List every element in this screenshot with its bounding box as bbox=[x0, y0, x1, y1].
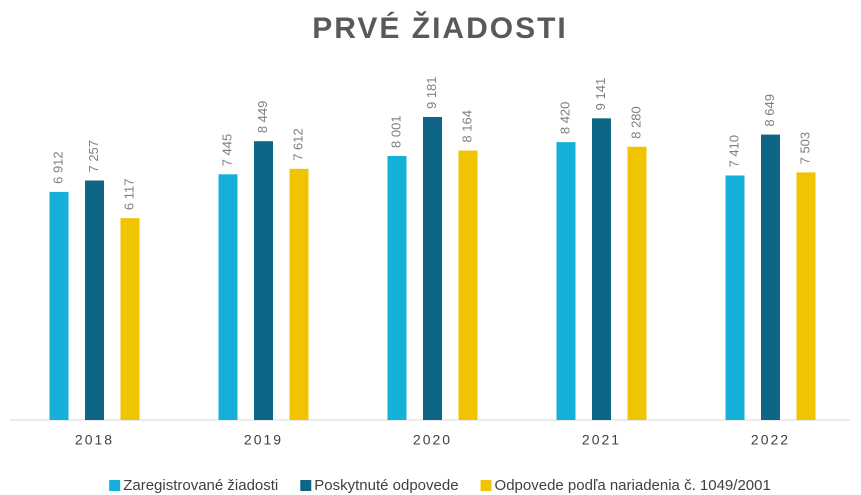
bar bbox=[458, 150, 478, 420]
value-label: 9 181 bbox=[424, 76, 439, 109]
x-tick-label: 2021 bbox=[582, 432, 621, 448]
bar bbox=[627, 146, 647, 420]
x-tick-label: 2020 bbox=[413, 432, 452, 448]
bar bbox=[725, 175, 745, 420]
legend-swatch bbox=[480, 480, 492, 491]
bar bbox=[289, 168, 309, 420]
bar bbox=[556, 142, 576, 420]
bar bbox=[761, 134, 780, 420]
legend-swatch bbox=[109, 480, 121, 491]
legend-swatch bbox=[300, 480, 312, 491]
x-tick-label: 2022 bbox=[751, 432, 790, 448]
value-label: 6 117 bbox=[121, 179, 136, 211]
value-label: 7 612 bbox=[290, 128, 305, 161]
x-tick-label: 2018 bbox=[75, 432, 114, 448]
value-label: 7 445 bbox=[219, 134, 234, 167]
bar bbox=[85, 180, 104, 420]
bar bbox=[592, 118, 611, 421]
bar bbox=[49, 191, 69, 420]
chart-title: PRVÉ ŽIADOSTI bbox=[312, 11, 567, 45]
value-label: 7 410 bbox=[726, 135, 741, 168]
value-label: 8 449 bbox=[255, 101, 270, 134]
value-label: 7 257 bbox=[86, 140, 101, 173]
bar bbox=[254, 141, 273, 421]
legend-label: Poskytnuté odpovede bbox=[314, 477, 458, 494]
bar bbox=[218, 174, 238, 420]
value-label: 8 001 bbox=[388, 115, 403, 148]
value-label: 8 649 bbox=[762, 94, 777, 127]
bar bbox=[387, 155, 407, 421]
value-label: 7 503 bbox=[797, 132, 812, 165]
bar bbox=[120, 218, 140, 420]
x-tick-label: 2019 bbox=[244, 432, 283, 448]
value-label: 6 912 bbox=[50, 151, 65, 184]
bar bbox=[423, 117, 442, 420]
legend-label: Odpovede podľa nariadenia č. 1049/2001 bbox=[495, 477, 771, 494]
value-label: 8 164 bbox=[459, 110, 474, 143]
legend-label: Zaregistrované žiadosti bbox=[123, 477, 278, 494]
value-label: 8 420 bbox=[557, 102, 572, 135]
value-label: 9 141 bbox=[593, 78, 608, 111]
value-label: 8 280 bbox=[628, 106, 643, 139]
bar bbox=[796, 172, 816, 420]
